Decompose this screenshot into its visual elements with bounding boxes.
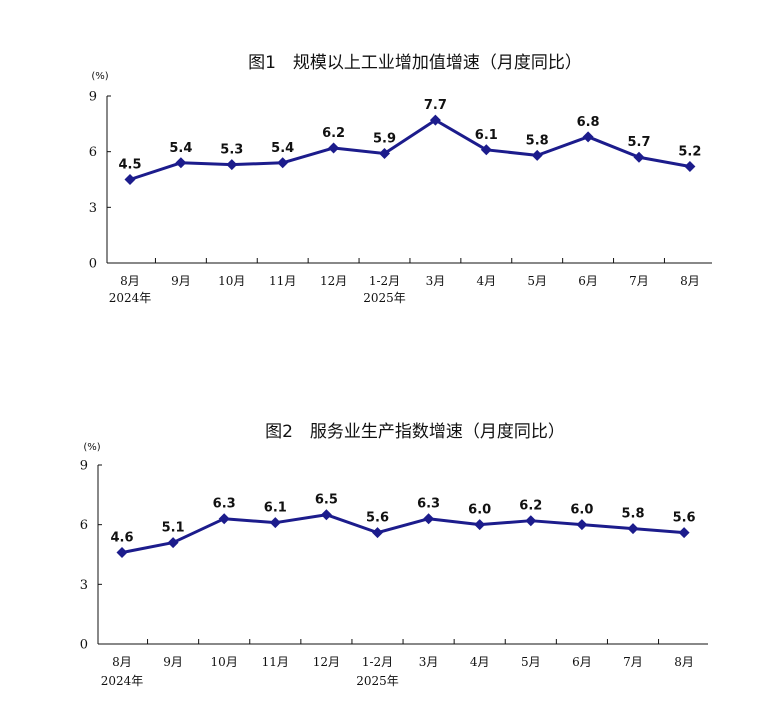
data-label: 6.5 <box>315 493 338 508</box>
x-tick-label: 10月 <box>211 655 238 669</box>
x-tick-label: 9月 <box>171 274 191 288</box>
data-label: 6.1 <box>264 501 287 516</box>
x-tick-label: 11月 <box>262 655 289 669</box>
x-year-label: 2024年 <box>109 291 152 305</box>
data-point <box>627 523 639 535</box>
y-tick-label: 0 <box>80 638 88 653</box>
data-label: 5.9 <box>373 132 396 147</box>
data-point <box>320 509 332 521</box>
data-point <box>531 149 543 161</box>
data-label: 5.8 <box>526 133 549 148</box>
data-label: 6.1 <box>475 128 498 143</box>
x-tick-label: 11月 <box>269 274 296 288</box>
chart-1: 图1 规模以上工业增加值增速（月度同比） (%) 0 3 6 9 8月 9月 10月 11月 12月… <box>89 53 712 305</box>
y-unit-label: (%) <box>83 442 100 453</box>
data-point <box>474 519 486 531</box>
series-line <box>129 118 691 181</box>
x-tick-label: 1-2月 <box>369 274 400 288</box>
x-tick-label: 1-2月 <box>362 655 393 669</box>
x-tick-label: 12月 <box>313 655 340 669</box>
x-tick-label: 4月 <box>470 655 490 669</box>
chart-2: 图2 服务业生产指数增速（月度同比） (%) 0 3 6 9 8月 9月 10月 11月 12月 1-… <box>80 422 708 688</box>
x-year-label: 2025年 <box>363 291 406 305</box>
data-label: 6.3 <box>417 497 440 512</box>
data-point <box>576 519 588 531</box>
x-tick-label: 5月 <box>521 655 541 669</box>
data-point <box>167 537 179 549</box>
x-tick-label: 7月 <box>629 274 649 288</box>
x-tick-label: 10月 <box>218 274 245 288</box>
y-unit-label: (%) <box>91 71 108 82</box>
x-tick-label: 3月 <box>419 655 439 669</box>
x-tick-label: 3月 <box>426 274 446 288</box>
chart-title: 图1 规模以上工业增加值增速（月度同比） <box>248 53 582 73</box>
data-label: 6.2 <box>519 499 542 514</box>
data-point <box>226 159 238 171</box>
x-tick-label: 9月 <box>163 655 183 669</box>
data-point <box>372 527 383 539</box>
x-tick-label: 8月 <box>112 655 132 669</box>
y-tick-label: 9 <box>89 90 97 105</box>
x-year-label: 2025年 <box>356 674 399 688</box>
data-point <box>379 148 390 160</box>
data-point <box>124 174 136 185</box>
data-point <box>678 527 690 539</box>
data-label: 6.0 <box>570 503 593 518</box>
x-year-label: 2024年 <box>101 674 144 688</box>
data-point <box>480 144 492 156</box>
x-tick-label: 4月 <box>476 274 496 288</box>
x-tick-label: 12月 <box>320 274 347 288</box>
data-label: 5.7 <box>627 135 650 150</box>
data-label: 5.4 <box>169 141 192 156</box>
y-tick-label: 0 <box>89 257 97 272</box>
data-label: 7.7 <box>424 98 447 113</box>
data-point <box>429 114 441 126</box>
y-tick-label: 3 <box>89 201 97 216</box>
data-point <box>328 142 340 154</box>
data-point <box>277 157 289 169</box>
data-point <box>525 515 537 527</box>
data-label: 4.5 <box>118 158 141 173</box>
x-tick-label: 8月 <box>674 655 694 669</box>
data-label: 5.4 <box>271 141 294 156</box>
data-point <box>423 513 435 525</box>
x-tick-label: 6月 <box>578 274 598 288</box>
data-label: 5.3 <box>220 143 243 158</box>
data-point <box>633 151 645 163</box>
x-tick-label: 8月 <box>680 274 700 288</box>
data-point <box>684 161 696 173</box>
data-label: 5.2 <box>678 145 701 160</box>
data-label: 6.8 <box>577 115 600 130</box>
data-point <box>218 513 230 525</box>
data-point <box>116 547 128 559</box>
y-tick-label: 3 <box>80 578 88 593</box>
data-label: 5.8 <box>621 507 644 522</box>
data-label: 4.6 <box>110 531 133 546</box>
y-tick-label: 6 <box>89 145 97 160</box>
data-point <box>269 517 281 529</box>
data-label: 6.0 <box>468 503 491 518</box>
data-label: 5.1 <box>162 521 185 536</box>
data-label: 6.2 <box>322 126 345 141</box>
chart-title: 图2 服务业生产指数增速（月度同比） <box>265 422 565 442</box>
x-tick-label: 8月 <box>120 274 140 288</box>
data-label: 6.3 <box>213 497 236 512</box>
y-tick-label: 9 <box>80 459 88 474</box>
y-tick-label: 6 <box>80 518 88 533</box>
x-tick-label: 7月 <box>623 655 643 669</box>
x-tick-label: 6月 <box>572 655 592 669</box>
data-label: 5.6 <box>673 511 696 526</box>
series-line <box>121 513 685 554</box>
x-tick-label: 5月 <box>527 274 547 288</box>
data-point <box>582 131 594 143</box>
data-point <box>175 157 187 169</box>
data-label: 5.6 <box>366 511 389 526</box>
